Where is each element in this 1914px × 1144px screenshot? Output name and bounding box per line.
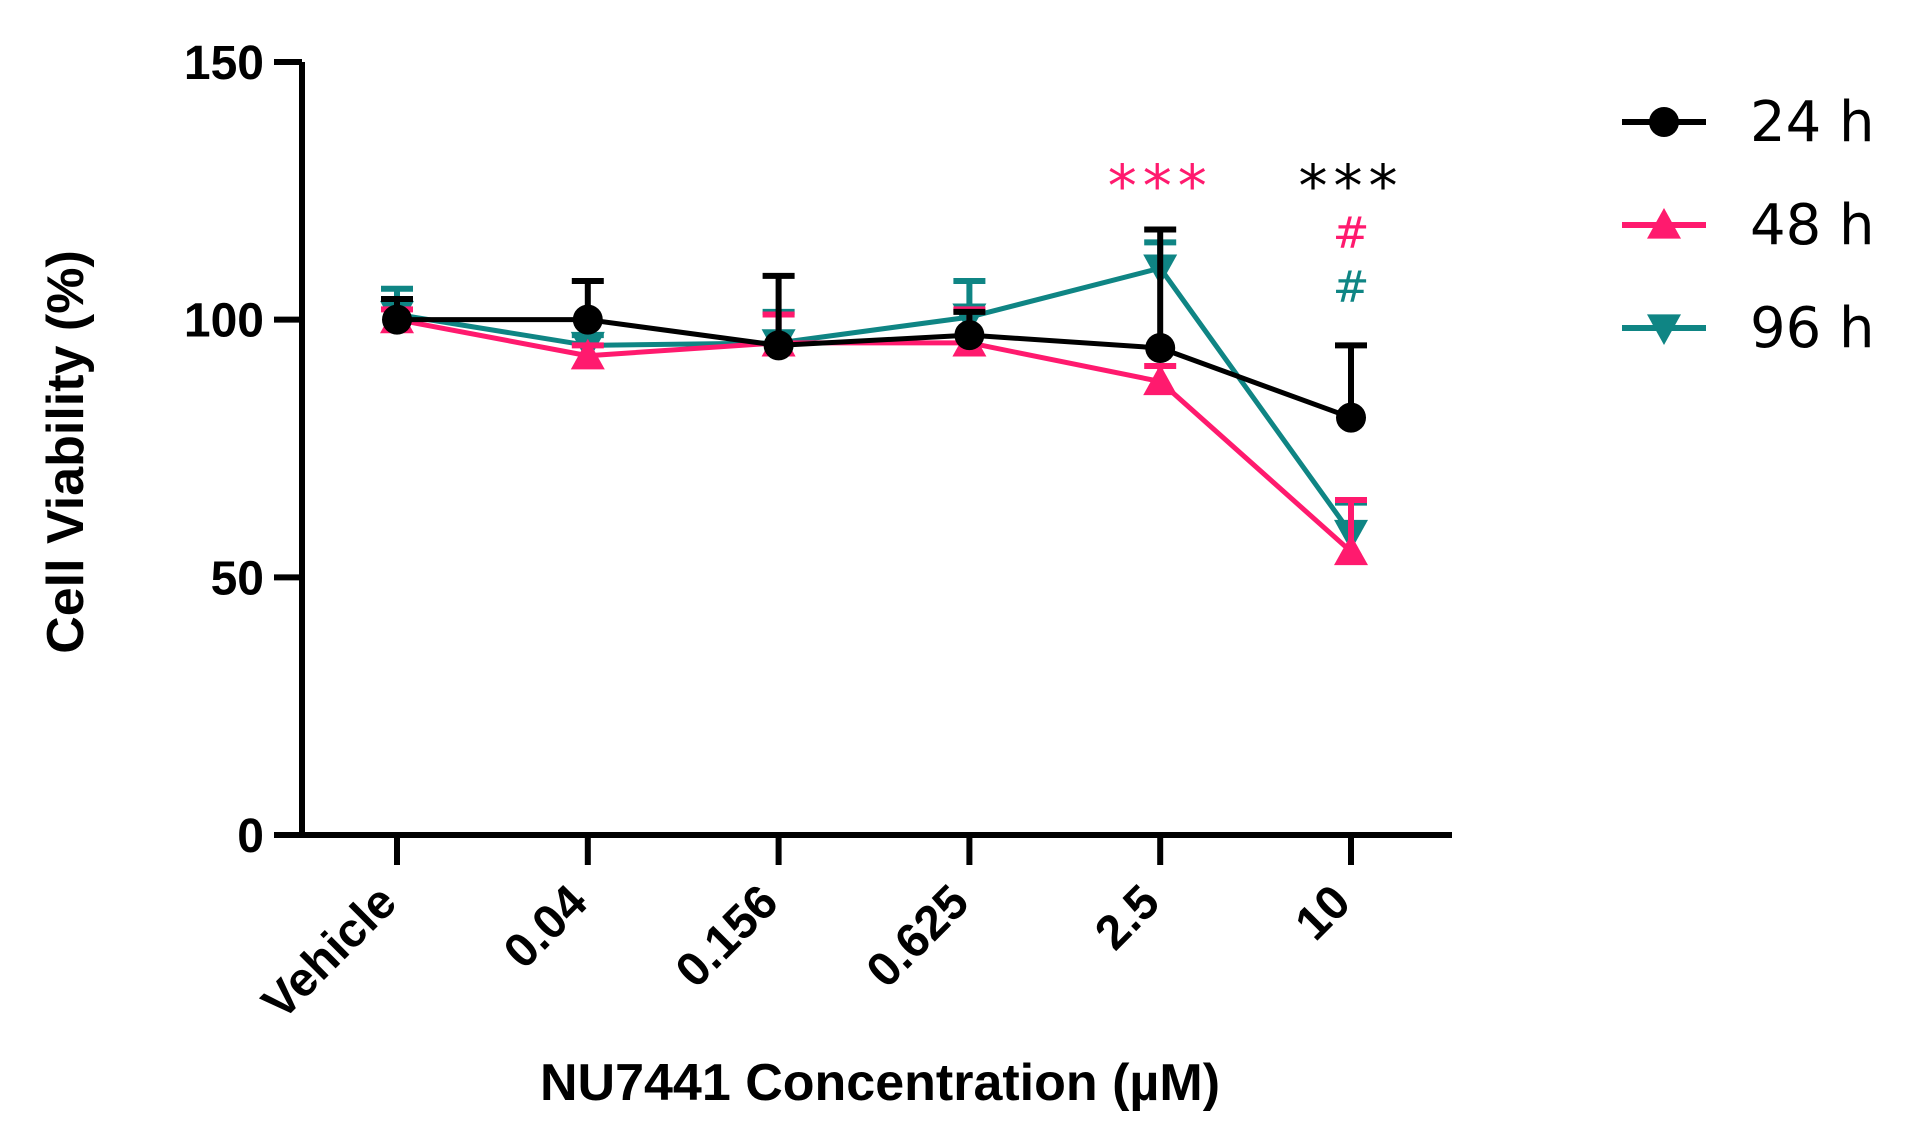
x-tick-label: 0.04 <box>494 875 598 979</box>
data-point <box>1143 364 1178 396</box>
series-line <box>396 317 1353 554</box>
series-24h <box>381 226 1367 433</box>
series-layer <box>380 226 1368 566</box>
x-tick-label: 10 <box>1286 875 1361 950</box>
data-point <box>763 330 794 361</box>
y-tick-label: 0 <box>237 810 264 863</box>
x-tick-label: 2.5 <box>1085 875 1170 960</box>
legend-marker <box>1647 314 1681 345</box>
y-tick-label: 50 <box>211 552 264 605</box>
series-line <box>397 317 1352 420</box>
data-point <box>954 320 985 351</box>
legend: 24 h 48 h 96 h <box>1622 90 1875 361</box>
legend-item-24h: 24 h <box>1622 90 1875 155</box>
significance-marker: # <box>1333 262 1370 313</box>
annotation-layer: *** ***## <box>1108 152 1404 313</box>
x-axis-title: NU7441 Concentration (µM) <box>540 1054 1220 1112</box>
legend-label: 96 h <box>1750 296 1875 361</box>
series-96h <box>380 239 1368 551</box>
axes: 0 50 100 150 Vehicle 0.04 0.156 0.625 2.5 10 <box>184 37 1452 1030</box>
significance-marker: # <box>1333 208 1370 259</box>
y-axis-title: Cell Viability (%) <box>37 250 95 654</box>
legend-marker <box>1649 107 1679 137</box>
legend-item-48h: 48 h <box>1622 193 1875 258</box>
data-point <box>382 304 412 335</box>
data-point <box>570 338 605 370</box>
legend-label: 24 h <box>1750 90 1875 155</box>
data-point <box>1145 333 1176 364</box>
significance-marker: *** <box>1108 152 1213 220</box>
y-tick-label: 100 <box>184 295 264 348</box>
data-point <box>1334 534 1368 566</box>
significance-marker: *** <box>1299 152 1404 220</box>
data-point <box>1336 402 1366 433</box>
y-tick-label: 150 <box>184 37 264 90</box>
x-tick-label: 0.625 <box>857 875 979 997</box>
x-tick-label: Vehicle <box>252 875 406 1029</box>
legend-marker <box>1647 208 1681 239</box>
legend-item-96h: 96 h <box>1622 296 1875 361</box>
series-line <box>396 265 1354 535</box>
legend-label: 48 h <box>1750 193 1875 258</box>
data-point <box>572 304 603 335</box>
x-tick-label: 0.156 <box>666 875 788 997</box>
